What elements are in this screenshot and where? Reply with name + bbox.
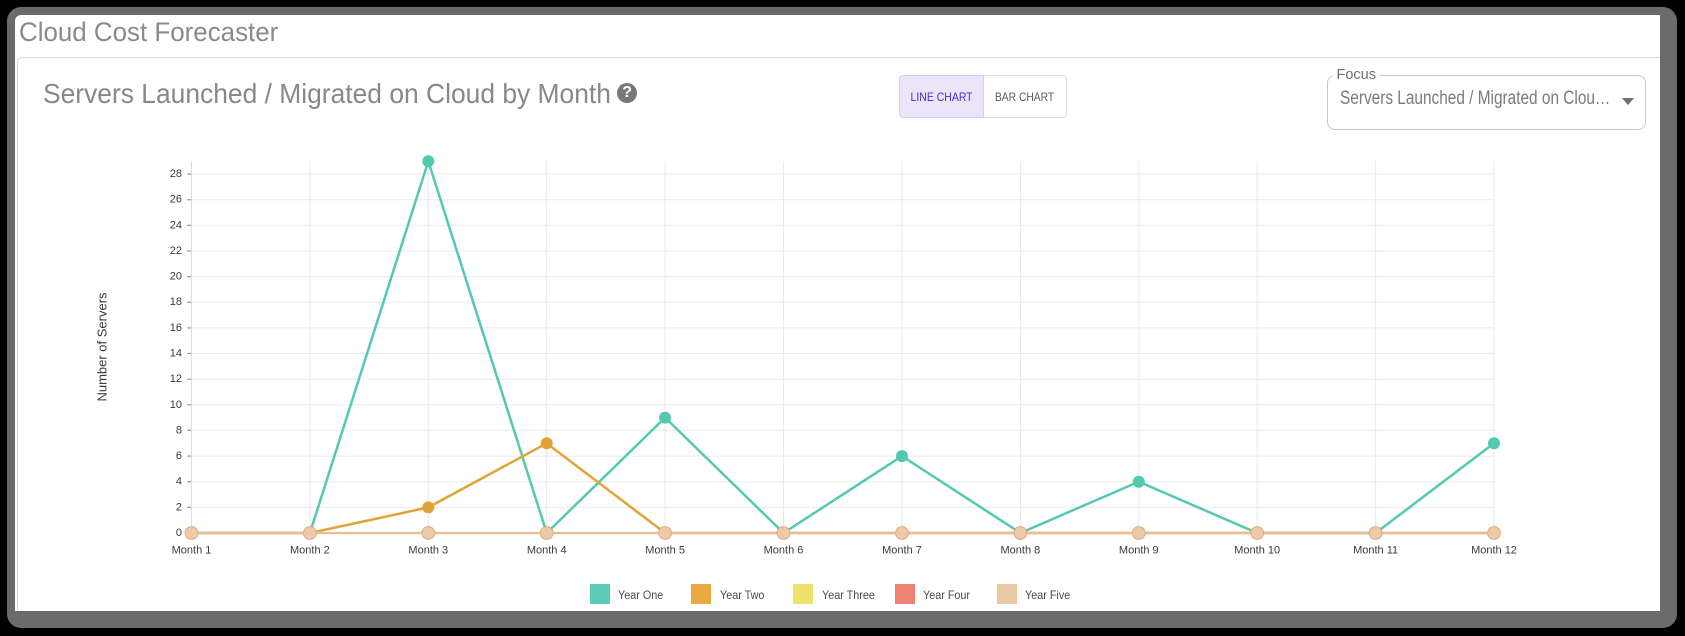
svg-text:Month 1: Month 1 [172,544,212,556]
svg-text:4: 4 [176,476,182,488]
svg-text:2: 2 [176,501,182,513]
svg-text:0: 0 [176,527,182,539]
svg-text:22: 22 [170,245,182,257]
svg-text:Month 8: Month 8 [1001,544,1041,556]
svg-text:28: 28 [170,168,182,180]
svg-text:Month 9: Month 9 [1119,544,1159,556]
svg-text:26: 26 [170,194,182,206]
svg-text:Month 10: Month 10 [1234,544,1280,556]
svg-text:Month 5: Month 5 [645,544,685,556]
svg-text:Month 4: Month 4 [527,544,567,556]
svg-text:20: 20 [170,271,182,283]
svg-text:Month 7: Month 7 [882,544,922,556]
svg-text:Month 2: Month 2 [290,544,330,556]
svg-text:8: 8 [176,424,182,436]
svg-text:24: 24 [170,219,182,231]
svg-text:18: 18 [170,296,182,308]
svg-text:10: 10 [170,399,182,411]
svg-text:Month 11: Month 11 [1353,544,1398,556]
svg-text:14: 14 [170,348,182,360]
svg-text:Month 12: Month 12 [1471,544,1517,556]
svg-text:Number of Servers: Number of Servers [95,292,110,402]
svg-text:12: 12 [170,373,182,385]
svg-text:Month 3: Month 3 [408,544,448,556]
svg-text:16: 16 [170,322,182,334]
svg-text:Month 6: Month 6 [764,544,804,556]
svg-text:6: 6 [176,450,182,462]
